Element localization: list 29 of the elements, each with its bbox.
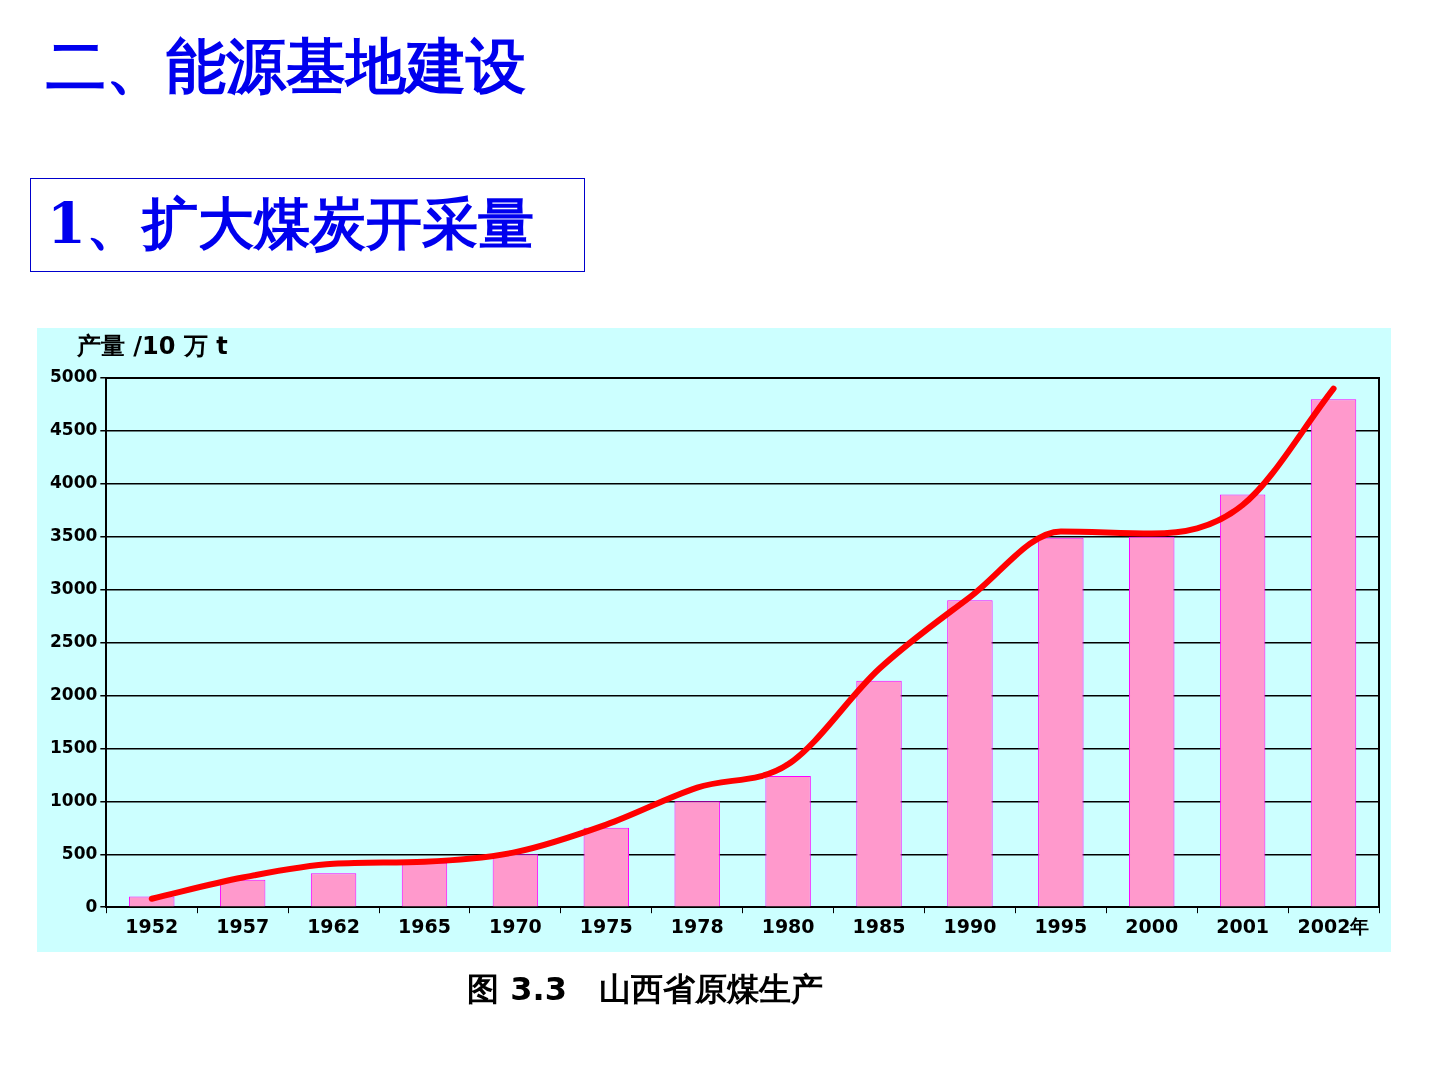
x-tick-label: 1985 xyxy=(852,914,906,937)
y-tick-label: 0 xyxy=(85,895,98,916)
y-tick-label: 500 xyxy=(61,842,98,863)
y-tick-label: 5000 xyxy=(49,366,98,387)
chart-title: 二、能源基地建设 xyxy=(45,30,527,103)
x-tick-label: 1990 xyxy=(943,914,997,937)
x-tick-label: 1965 xyxy=(398,914,451,937)
x-tick-label: 1975 xyxy=(579,914,633,937)
x-tick-label: 1957 xyxy=(216,914,270,937)
y-tick-label: 1500 xyxy=(49,736,98,757)
y-tick-label: 1000 xyxy=(49,789,98,810)
x-tick-label: 2002年 xyxy=(1297,914,1370,937)
y-axis-title: 产量 /10 万 t xyxy=(76,331,229,362)
x-tick-label: 2000 xyxy=(1125,914,1179,937)
x-tick-label: 1995 xyxy=(1034,914,1088,937)
y-tick-label: 3000 xyxy=(49,578,98,599)
x-tick-label: 1980 xyxy=(761,914,815,937)
x-tick-label: 1970 xyxy=(488,914,542,937)
y-tick-label: 4500 xyxy=(49,419,98,440)
y-tick-label: 3500 xyxy=(49,525,98,546)
x-tick-label: 2001 xyxy=(1216,914,1270,937)
chart-subtitle: 1、扩大煤炭开采量 xyxy=(30,178,585,272)
x-tick-label: 1978 xyxy=(670,914,724,937)
y-tick-label: 2500 xyxy=(49,631,98,652)
x-tick-label: 1962 xyxy=(307,914,361,937)
y-tick-label: 4000 xyxy=(49,472,98,493)
y-tick-label: 2000 xyxy=(49,683,98,704)
caption: 图 3.3 山西省原煤生产 xyxy=(466,969,824,1010)
x-tick-label: 1952 xyxy=(125,914,179,937)
